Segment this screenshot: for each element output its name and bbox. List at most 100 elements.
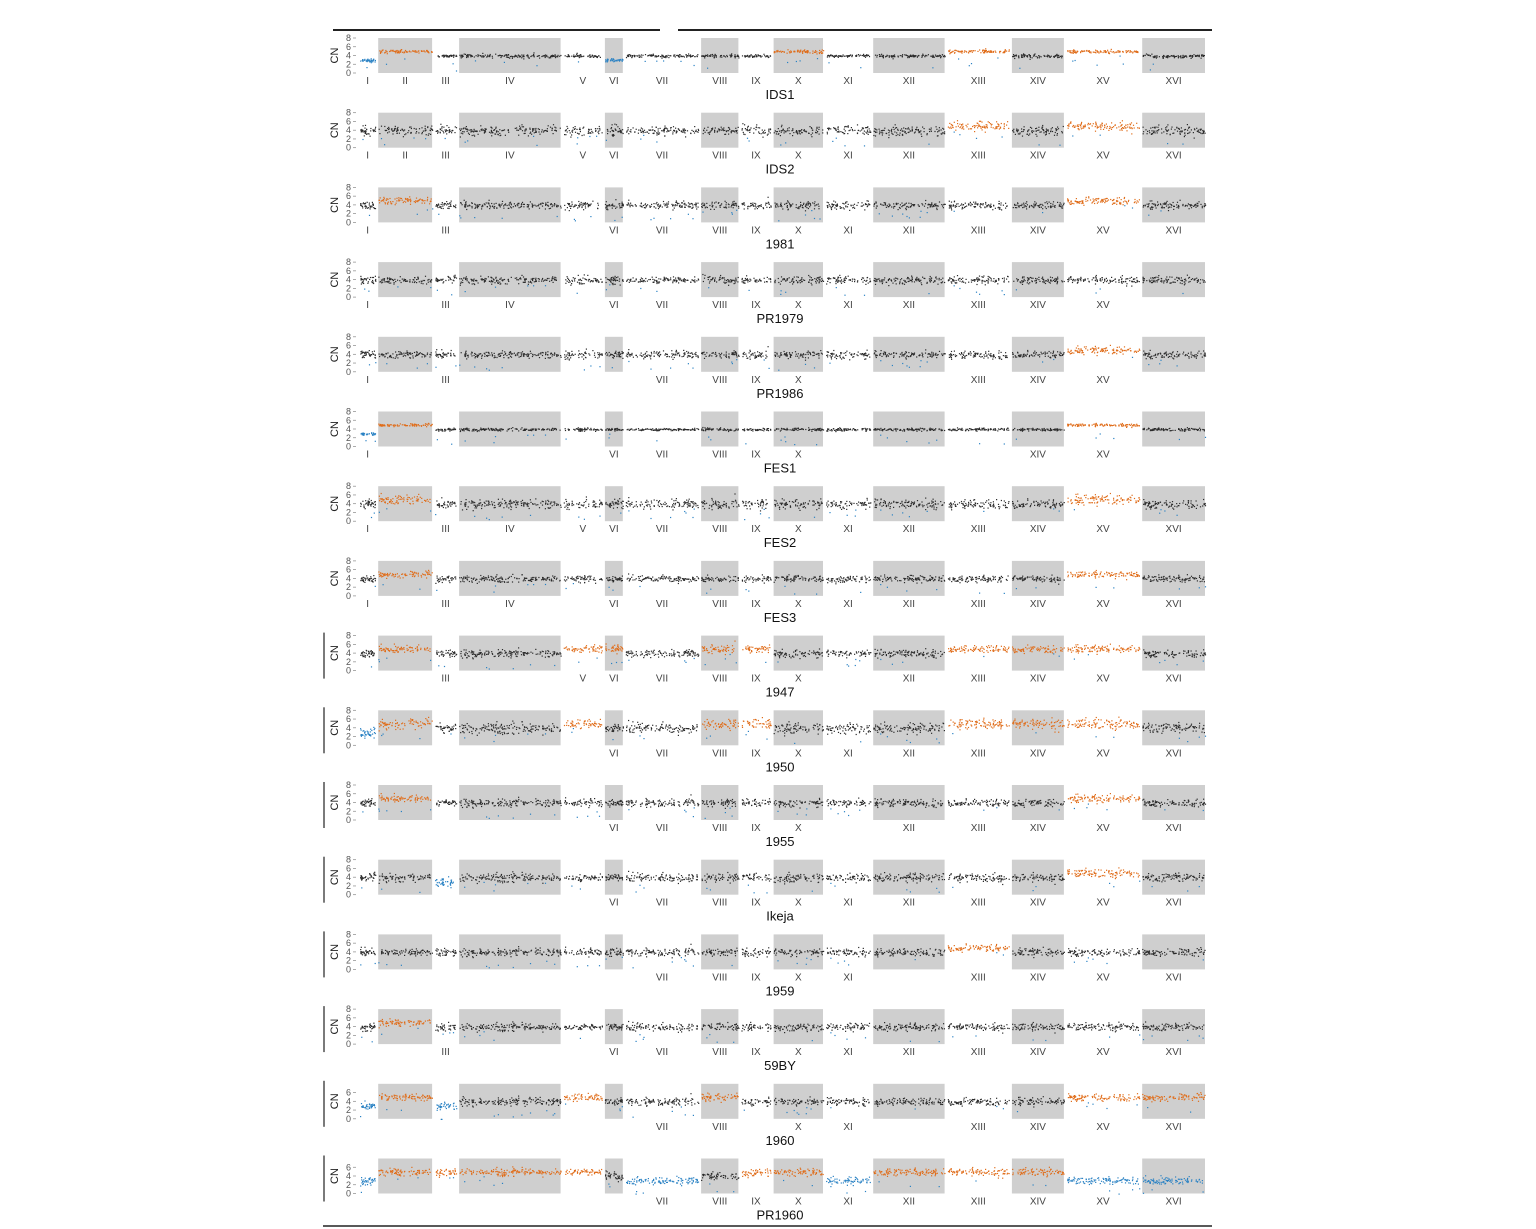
cn-point [846,126,847,127]
cn-point [400,50,401,51]
cn-point [489,281,490,282]
cn-point [720,55,721,56]
cn-point [641,57,642,58]
cn-point [622,61,623,62]
cn-point [657,132,658,133]
cn-point [886,133,887,134]
cn-point [931,131,932,132]
cn-point [787,128,788,129]
cn-point [573,127,574,128]
cn-point [507,55,508,56]
cn-point [1018,133,1019,134]
cn-point [712,206,713,207]
cn-point [929,131,930,132]
cn-point [539,58,540,59]
cn-point [942,206,943,207]
cn-point [753,56,754,57]
cn-point [475,60,476,61]
cn-point [675,56,676,57]
cn-point [465,54,466,55]
cn-point [827,128,828,129]
cn-point [895,124,896,125]
cn-point [487,55,488,56]
cn-point [841,279,842,280]
cn-point [845,203,846,204]
cn-point [1060,56,1061,57]
cn-point [508,281,509,282]
cn-point [906,55,907,56]
cn-point [719,130,720,131]
cn-point [1092,202,1093,203]
cn-point [1120,56,1121,57]
cn-point [444,204,445,205]
cn-point [972,126,973,127]
cn-point [931,204,932,205]
cn-point [894,131,895,132]
cn-point [957,123,958,124]
cn-point [451,201,452,202]
cn-point [600,279,601,280]
cn-point [1045,134,1046,135]
cn-point [387,204,388,205]
cn-point [895,280,896,281]
cn-point [797,133,798,134]
cn-point [759,133,760,134]
cn-point [818,204,819,205]
cn-point [1123,128,1124,129]
cn-point [502,218,503,219]
cn-point [496,203,497,204]
cn-point [1038,127,1039,128]
cn-point [962,124,963,125]
cn-point [456,127,457,128]
cn-point [448,280,449,281]
cn-point [1107,200,1108,201]
cn-point [1097,198,1098,199]
cn-point [913,204,914,205]
cn-point [636,205,637,206]
cn-point [573,277,574,278]
cn-point [1042,129,1043,130]
cn-point [1081,50,1082,51]
cn-point [993,127,994,128]
cn-point [844,133,845,134]
cn-point [664,203,665,204]
cn-point [570,208,571,209]
cn-point [529,208,530,209]
cn-point [582,135,583,136]
cn-point [363,125,364,126]
cn-point [770,128,771,129]
cn-point [578,201,579,202]
cn-point [862,133,863,134]
cn-point [822,280,823,281]
cn-point [704,57,705,58]
cn-point [627,130,628,131]
cn-point [494,203,495,204]
cn-point [571,206,572,207]
cn-point [787,53,788,54]
cn-point [797,208,798,209]
cn-point [896,203,897,204]
cn-point [366,279,367,280]
cn-point [459,128,460,129]
cn-point [474,129,475,130]
cn-point [570,285,571,286]
cn-point [1156,55,1157,56]
cn-point [876,56,877,57]
cn-point [1134,199,1135,200]
cn-point [1143,55,1144,56]
cn-point [902,135,903,136]
cn-point [818,206,819,207]
cn-point [419,281,420,282]
cn-point [961,125,962,126]
cn-point [397,129,398,130]
cn-point [827,133,828,134]
cn-point [521,275,522,276]
cn-point [756,124,757,125]
cn-point [1178,57,1179,58]
cn-point [567,278,568,279]
cn-point [607,279,608,280]
cn-point [610,59,611,60]
cn-point [961,128,962,129]
cn-point [1017,202,1018,203]
cn-point [951,206,952,207]
